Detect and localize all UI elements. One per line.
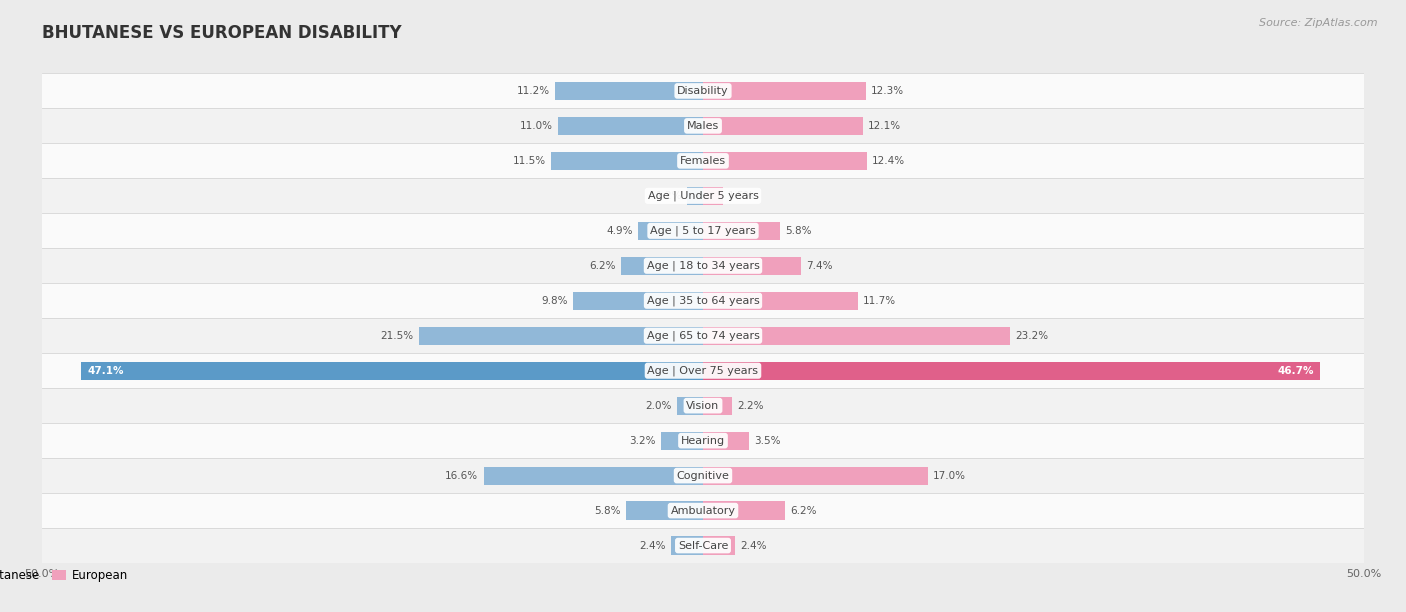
Text: Vision: Vision <box>686 401 720 411</box>
Text: 6.2%: 6.2% <box>589 261 616 271</box>
Text: 2.4%: 2.4% <box>640 540 666 551</box>
Bar <box>703 222 780 240</box>
Bar <box>42 353 1364 388</box>
Bar <box>555 82 703 100</box>
Bar <box>626 501 703 520</box>
Text: Females: Females <box>681 156 725 166</box>
Text: 11.2%: 11.2% <box>516 86 550 96</box>
Text: 2.2%: 2.2% <box>737 401 763 411</box>
Bar <box>661 431 703 450</box>
Bar <box>551 152 703 170</box>
Bar <box>42 178 1364 214</box>
Bar <box>703 466 928 485</box>
Text: 9.8%: 9.8% <box>541 296 568 306</box>
Text: Ambulatory: Ambulatory <box>671 506 735 515</box>
Text: Age | 65 to 74 years: Age | 65 to 74 years <box>647 330 759 341</box>
Bar <box>574 292 703 310</box>
Text: 12.3%: 12.3% <box>870 86 904 96</box>
Text: 47.1%: 47.1% <box>87 366 124 376</box>
Text: BHUTANESE VS EUROPEAN DISABILITY: BHUTANESE VS EUROPEAN DISABILITY <box>42 24 402 42</box>
Text: Self-Care: Self-Care <box>678 540 728 551</box>
Text: 12.4%: 12.4% <box>872 156 905 166</box>
Text: Age | Under 5 years: Age | Under 5 years <box>648 190 758 201</box>
Text: 5.8%: 5.8% <box>785 226 811 236</box>
Bar <box>42 493 1364 528</box>
Text: 11.0%: 11.0% <box>519 121 553 131</box>
Bar <box>42 73 1364 108</box>
Bar <box>703 256 801 275</box>
Text: 17.0%: 17.0% <box>934 471 966 480</box>
Bar <box>42 388 1364 423</box>
Bar <box>42 143 1364 178</box>
Bar <box>419 327 703 345</box>
Bar <box>703 117 863 135</box>
Bar <box>703 397 733 415</box>
Bar <box>484 466 703 485</box>
Text: 7.4%: 7.4% <box>806 261 832 271</box>
Bar <box>42 283 1364 318</box>
Text: 11.5%: 11.5% <box>513 156 546 166</box>
Text: 3.2%: 3.2% <box>628 436 655 446</box>
Text: 1.2%: 1.2% <box>655 191 682 201</box>
Text: Disability: Disability <box>678 86 728 96</box>
Text: Hearing: Hearing <box>681 436 725 446</box>
Text: Source: ZipAtlas.com: Source: ZipAtlas.com <box>1260 18 1378 28</box>
Text: Age | 35 to 64 years: Age | 35 to 64 years <box>647 296 759 306</box>
Legend: Bhutanese, European: Bhutanese, European <box>0 564 132 586</box>
Text: 12.1%: 12.1% <box>868 121 901 131</box>
Bar <box>42 214 1364 248</box>
Bar <box>703 292 858 310</box>
Text: 46.7%: 46.7% <box>1277 366 1313 376</box>
Bar <box>676 397 703 415</box>
Bar <box>703 152 868 170</box>
Bar <box>42 423 1364 458</box>
Text: 21.5%: 21.5% <box>381 330 413 341</box>
Text: 6.2%: 6.2% <box>790 506 817 515</box>
Bar <box>638 222 703 240</box>
Bar <box>703 362 1320 380</box>
Bar <box>42 528 1364 563</box>
Text: 23.2%: 23.2% <box>1015 330 1047 341</box>
Text: 2.4%: 2.4% <box>740 540 766 551</box>
Text: Males: Males <box>688 121 718 131</box>
Bar <box>42 248 1364 283</box>
Text: 16.6%: 16.6% <box>446 471 478 480</box>
Bar <box>42 108 1364 143</box>
Bar <box>80 362 703 380</box>
Bar <box>671 537 703 554</box>
Text: Cognitive: Cognitive <box>676 471 730 480</box>
Bar <box>703 431 749 450</box>
Text: 1.5%: 1.5% <box>728 191 755 201</box>
Bar <box>703 537 735 554</box>
Bar <box>703 187 723 205</box>
Bar <box>703 327 1010 345</box>
Text: Age | Over 75 years: Age | Over 75 years <box>648 365 758 376</box>
Bar <box>703 82 866 100</box>
Text: Age | 5 to 17 years: Age | 5 to 17 years <box>650 226 756 236</box>
Bar <box>42 318 1364 353</box>
Bar <box>42 458 1364 493</box>
Text: Age | 18 to 34 years: Age | 18 to 34 years <box>647 261 759 271</box>
Bar <box>703 501 785 520</box>
Bar <box>558 117 703 135</box>
Text: 3.5%: 3.5% <box>755 436 782 446</box>
Text: 11.7%: 11.7% <box>863 296 896 306</box>
Bar <box>688 187 703 205</box>
Text: 5.8%: 5.8% <box>595 506 621 515</box>
Bar <box>621 256 703 275</box>
Text: 4.9%: 4.9% <box>606 226 633 236</box>
Text: 2.0%: 2.0% <box>645 401 671 411</box>
